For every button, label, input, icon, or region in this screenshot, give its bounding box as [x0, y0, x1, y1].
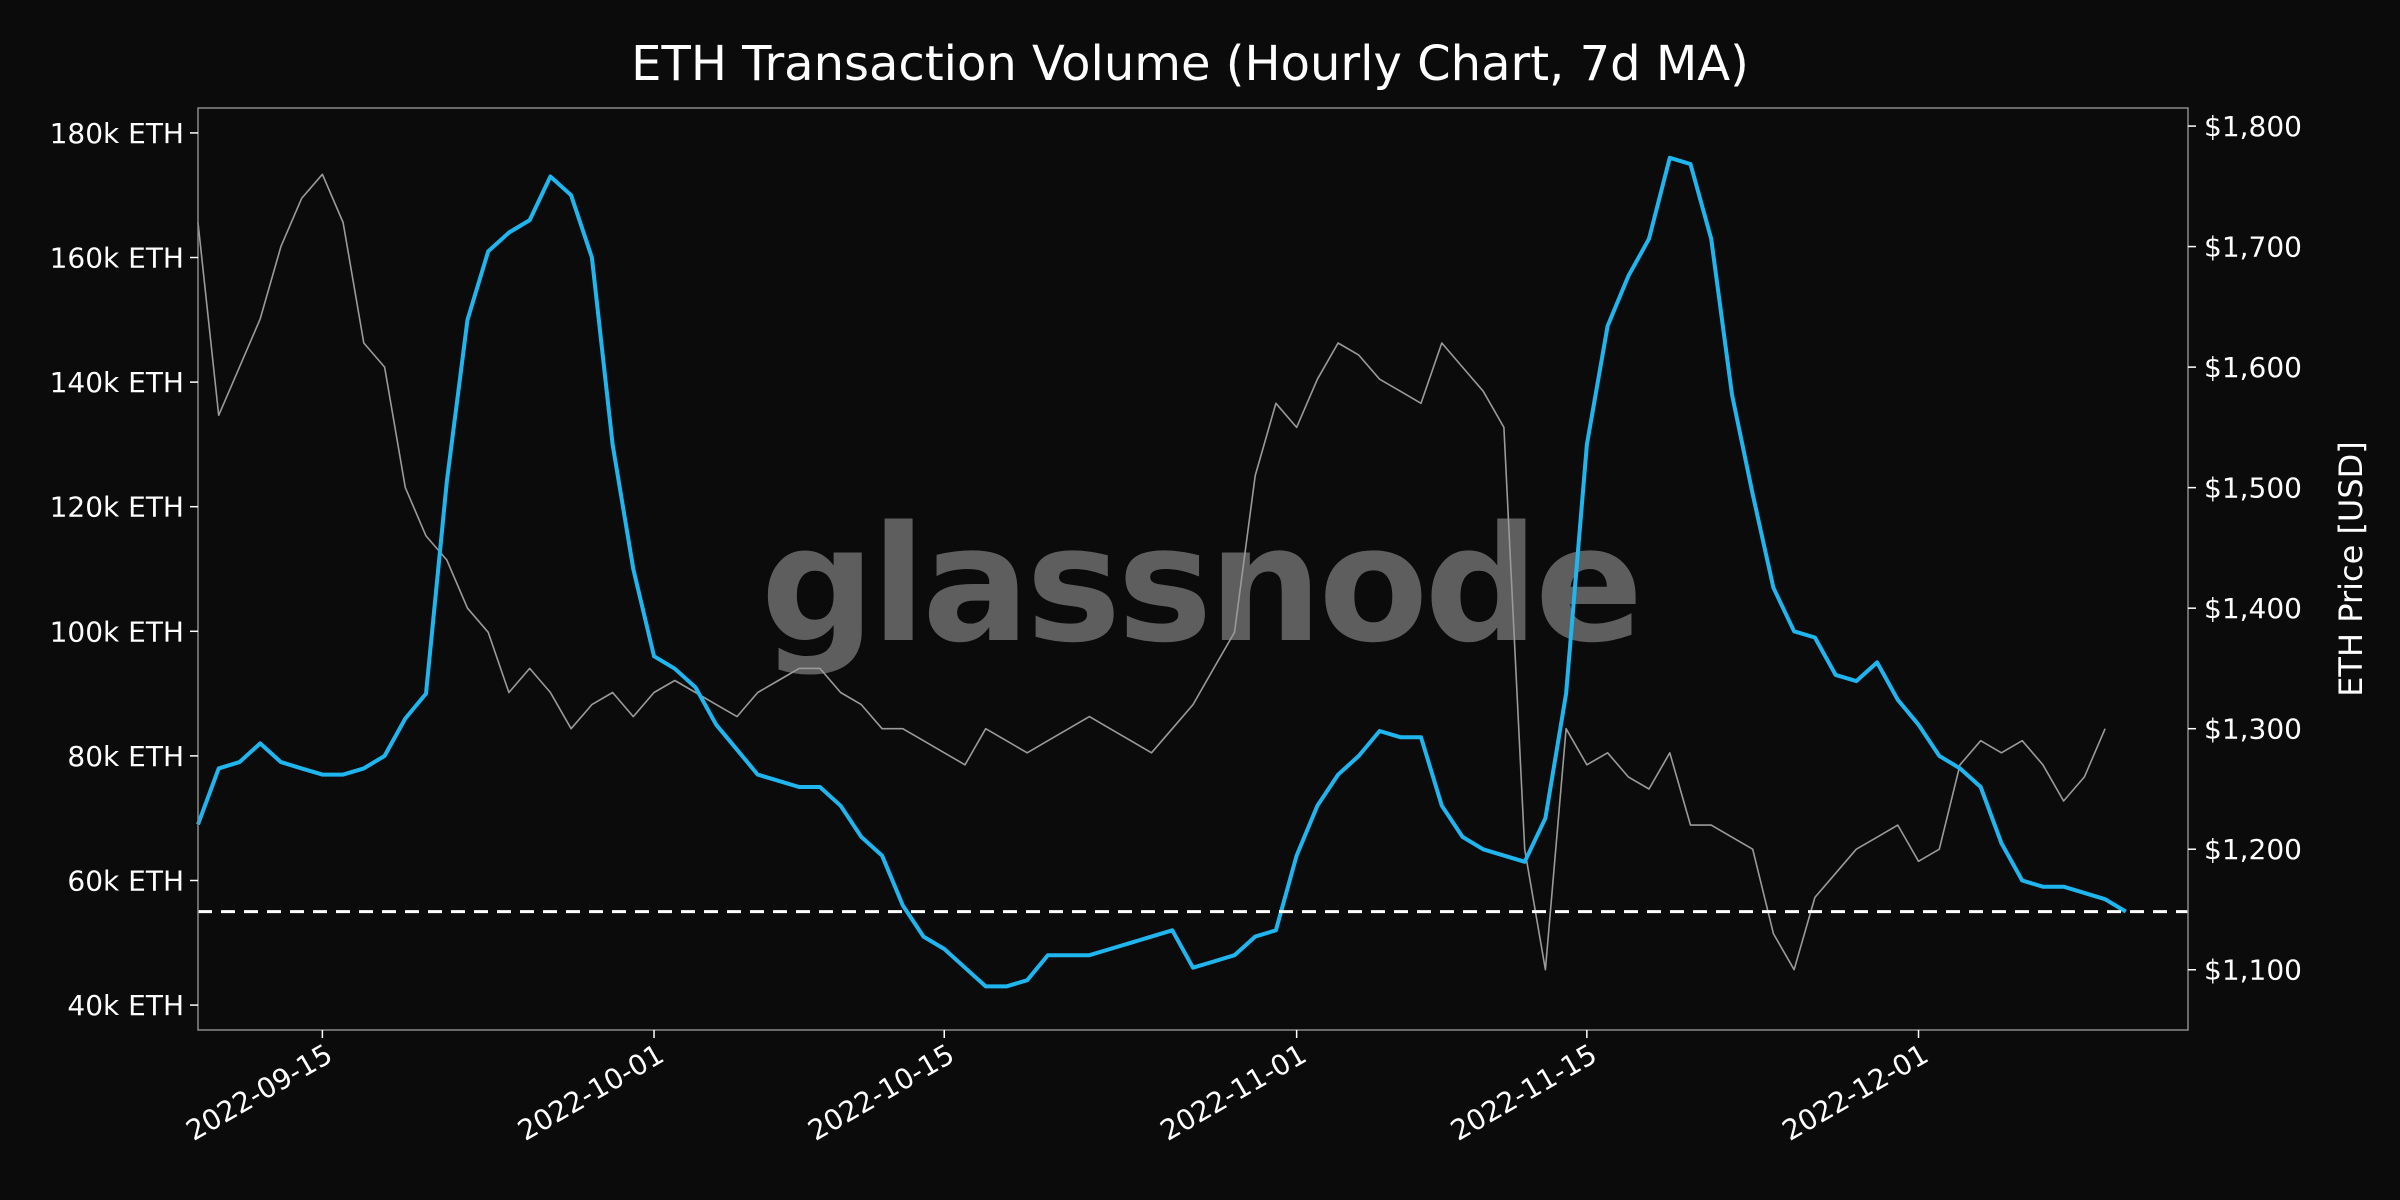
plot-area — [196, 155, 2188, 989]
right-tick-label: $1,300 — [2204, 713, 2302, 746]
left-tick-label: 100k ETH — [50, 615, 184, 648]
right-tick-label: $1,700 — [2204, 231, 2302, 264]
left-tick-label: 160k ETH — [50, 242, 184, 275]
left-tick-label: 120k ETH — [50, 491, 184, 524]
right-axis: $1,100 $1,200 $1,300 $1,400 $1,500 $1,600 $1,7… — [2188, 110, 2302, 987]
left-tick-label: 40k ETH — [67, 989, 184, 1022]
right-axis-label: ETH Price [USD] — [2332, 441, 2370, 697]
left-tick-label: 80k ETH — [67, 740, 184, 773]
left-tick-label: 60k ETH — [67, 864, 184, 897]
right-tick-label: $1,200 — [2204, 833, 2302, 866]
left-tick-label: 180k ETH — [50, 117, 184, 150]
plot-frame — [197, 107, 2189, 1031]
left-tick-label: 140k ETH — [50, 366, 184, 399]
price-line — [197, 173, 2106, 971]
volume-line — [196, 155, 2127, 989]
chart-title: ETH Transaction Volume (Hourly Chart, 7d… — [631, 36, 1749, 92]
left-axis: 40k ETH 60k ETH 80k ETH 100k ETH 120k ETH 140… — [50, 117, 198, 1022]
right-tick-label: $1,100 — [2204, 954, 2302, 987]
right-tick-label: $1,400 — [2204, 592, 2302, 625]
right-tick-label: $1,600 — [2204, 351, 2302, 384]
right-tick-label: $1,800 — [2204, 110, 2302, 143]
glassnode-watermark: glassnode — [761, 491, 1640, 678]
right-tick-label: $1,500 — [2204, 472, 2302, 505]
